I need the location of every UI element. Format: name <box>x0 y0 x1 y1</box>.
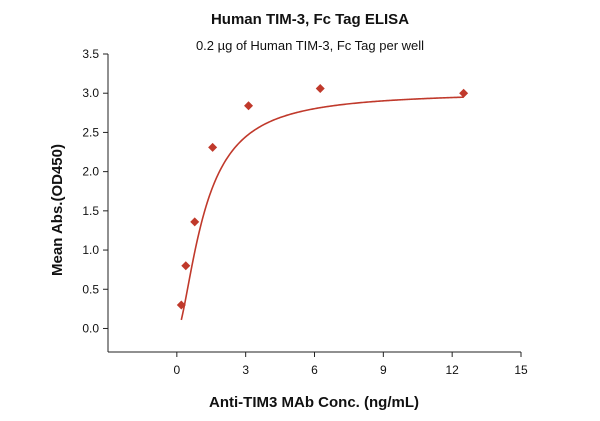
data-point <box>176 300 186 310</box>
chart-title: Human TIM-3, Fc Tag ELISA <box>211 11 409 28</box>
y-tick-label: 1.5 <box>82 204 99 218</box>
x-tick-label: 15 <box>514 363 528 377</box>
chart-subtitle: 0.2 µg of Human TIM-3, Fc Tag per well <box>196 38 424 53</box>
x-tick-label: 6 <box>311 363 318 377</box>
y-ticks: 0.0 0.5 1.0 1.5 2.0 2.5 3.0 3.5 <box>82 47 108 335</box>
x-tick-label: 3 <box>242 363 249 377</box>
y-axis-label: Mean Abs.(OD450) <box>49 144 66 276</box>
data-point <box>244 101 254 111</box>
axes <box>107 54 521 353</box>
fit-curve <box>180 96 464 321</box>
y-tick-label: 3.0 <box>82 86 99 100</box>
y-tick-label: 2.5 <box>82 125 99 139</box>
x-tick-label: 0 <box>173 363 180 377</box>
y-tick-label: 1.0 <box>82 243 99 257</box>
y-tick-label: 3.5 <box>82 47 99 61</box>
x-tick-label: 9 <box>380 363 387 377</box>
data-point <box>315 84 325 94</box>
data-point <box>208 142 218 152</box>
y-tick-label: 0.0 <box>82 321 99 335</box>
data-point <box>190 217 200 227</box>
data-points <box>176 84 469 310</box>
x-tick-label: 12 <box>445 363 459 377</box>
data-point <box>181 261 191 271</box>
y-tick-label: 2.0 <box>82 165 99 179</box>
data-point <box>459 88 469 98</box>
y-tick-label: 0.5 <box>82 282 99 296</box>
x-ticks: 0 3 6 9 12 15 <box>173 352 528 377</box>
x-axis-label: Anti-TIM3 MAb Conc. (ng/mL) <box>209 394 419 411</box>
